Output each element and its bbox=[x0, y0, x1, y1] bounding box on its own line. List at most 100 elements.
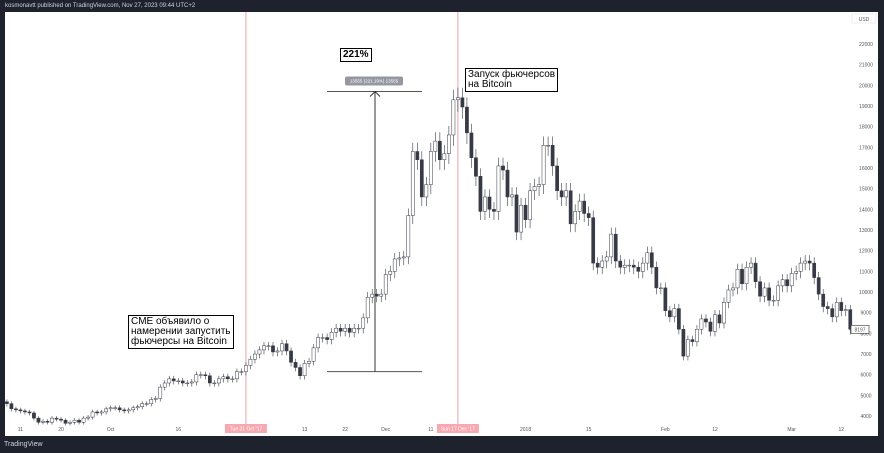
y-tick-label: 14000 bbox=[859, 207, 873, 213]
candle-body bbox=[668, 310, 672, 318]
date-marker-box bbox=[224, 424, 267, 433]
annotation-percent: 221% bbox=[340, 48, 372, 62]
candle-body bbox=[289, 350, 293, 363]
y-tick-label: 21000 bbox=[859, 63, 873, 69]
measure-tooltip-label: 13555 (221.19%) 13555 bbox=[350, 79, 399, 84]
candle-body bbox=[595, 262, 600, 268]
candle-body bbox=[379, 293, 384, 297]
candle-body bbox=[356, 327, 361, 330]
candle-body bbox=[72, 419, 77, 423]
candle-body bbox=[397, 257, 402, 260]
candle-body bbox=[140, 403, 145, 408]
candle-body bbox=[672, 308, 677, 318]
y-tick-label: 7000 bbox=[860, 352, 871, 358]
candle-body bbox=[117, 407, 122, 411]
candle-body bbox=[239, 371, 244, 373]
candle-body bbox=[532, 186, 537, 192]
candle-body bbox=[573, 211, 578, 225]
candle-body bbox=[36, 417, 41, 423]
x-tick-label: 15 bbox=[586, 427, 592, 433]
candle-body bbox=[280, 343, 284, 352]
candle-body bbox=[659, 287, 663, 289]
candle-body bbox=[32, 412, 36, 419]
candle-body bbox=[406, 215, 411, 258]
y-tick-label: 4000 bbox=[860, 414, 871, 420]
candle-body bbox=[325, 337, 329, 340]
candle-body bbox=[604, 256, 609, 262]
candle-body bbox=[41, 420, 45, 423]
candle-body bbox=[843, 309, 848, 311]
candle-body bbox=[568, 190, 573, 225]
candle-body bbox=[541, 145, 546, 185]
candle-body bbox=[550, 145, 555, 167]
candle-body bbox=[546, 145, 550, 147]
candle-body bbox=[18, 409, 23, 412]
candle-body bbox=[248, 358, 253, 366]
candle-body bbox=[456, 97, 460, 101]
candle-body bbox=[293, 362, 298, 368]
candle-body bbox=[600, 260, 605, 268]
candle-body bbox=[329, 332, 334, 340]
candle-body bbox=[361, 317, 366, 329]
candle-body bbox=[631, 264, 636, 268]
candle-body bbox=[649, 252, 654, 268]
candle-body bbox=[812, 262, 817, 278]
candle-body bbox=[722, 302, 726, 324]
y-tick-label: 19000 bbox=[859, 104, 873, 110]
candle-body bbox=[59, 418, 63, 421]
candle-body bbox=[104, 408, 108, 413]
x-tick-label: Oct bbox=[107, 427, 115, 433]
candle-body bbox=[433, 140, 438, 152]
candle-body bbox=[212, 382, 217, 385]
candle-body bbox=[122, 409, 127, 412]
candle-body bbox=[99, 411, 104, 414]
candle-body bbox=[564, 190, 568, 198]
candle-body bbox=[176, 380, 181, 382]
candle-body bbox=[438, 140, 442, 161]
candle-body bbox=[383, 274, 388, 295]
candle-body bbox=[108, 407, 113, 410]
candle-body bbox=[758, 281, 762, 297]
candle-body bbox=[582, 200, 587, 214]
candle-body bbox=[95, 411, 99, 414]
candle-body bbox=[830, 308, 835, 318]
candle-body bbox=[821, 293, 826, 307]
date-marker-label: Tue 31 Oct '17 bbox=[230, 427, 263, 433]
y-tick-label: 9000 bbox=[860, 311, 871, 317]
x-tick-label: 13 bbox=[302, 427, 308, 433]
candle-body bbox=[753, 262, 758, 282]
candle-body bbox=[23, 410, 27, 413]
candle-body bbox=[681, 328, 686, 357]
candle-body bbox=[528, 190, 532, 220]
candle-body bbox=[45, 420, 50, 423]
candle-body bbox=[419, 159, 424, 198]
candle-body bbox=[27, 411, 32, 414]
candle-body bbox=[194, 374, 199, 383]
candle-body bbox=[699, 318, 704, 330]
candle-body bbox=[298, 367, 302, 377]
candle-body bbox=[90, 411, 95, 418]
y-tick-label: 15000 bbox=[859, 187, 873, 193]
candle-body bbox=[244, 365, 248, 372]
x-tick-label: 12 bbox=[838, 427, 844, 433]
x-tick-label: Dec bbox=[381, 427, 390, 433]
candle-body bbox=[257, 349, 262, 355]
y-tick-label: 22000 bbox=[859, 42, 873, 48]
y-tick-label: 16000 bbox=[859, 166, 873, 172]
candle-body bbox=[663, 287, 668, 311]
candle-body bbox=[307, 361, 311, 364]
candle-body bbox=[343, 327, 347, 332]
candle-body bbox=[848, 309, 853, 330]
candle-body bbox=[447, 134, 451, 154]
candle-body bbox=[640, 262, 645, 272]
candle-body bbox=[609, 233, 614, 258]
candle-body bbox=[352, 327, 357, 333]
chart-panel[interactable] bbox=[5, 12, 878, 436]
candle-body bbox=[803, 260, 808, 264]
candle-body bbox=[374, 293, 379, 297]
candle-body bbox=[591, 217, 596, 264]
candle-body bbox=[126, 409, 131, 412]
candle-body bbox=[740, 269, 744, 285]
candle-body bbox=[559, 190, 564, 198]
